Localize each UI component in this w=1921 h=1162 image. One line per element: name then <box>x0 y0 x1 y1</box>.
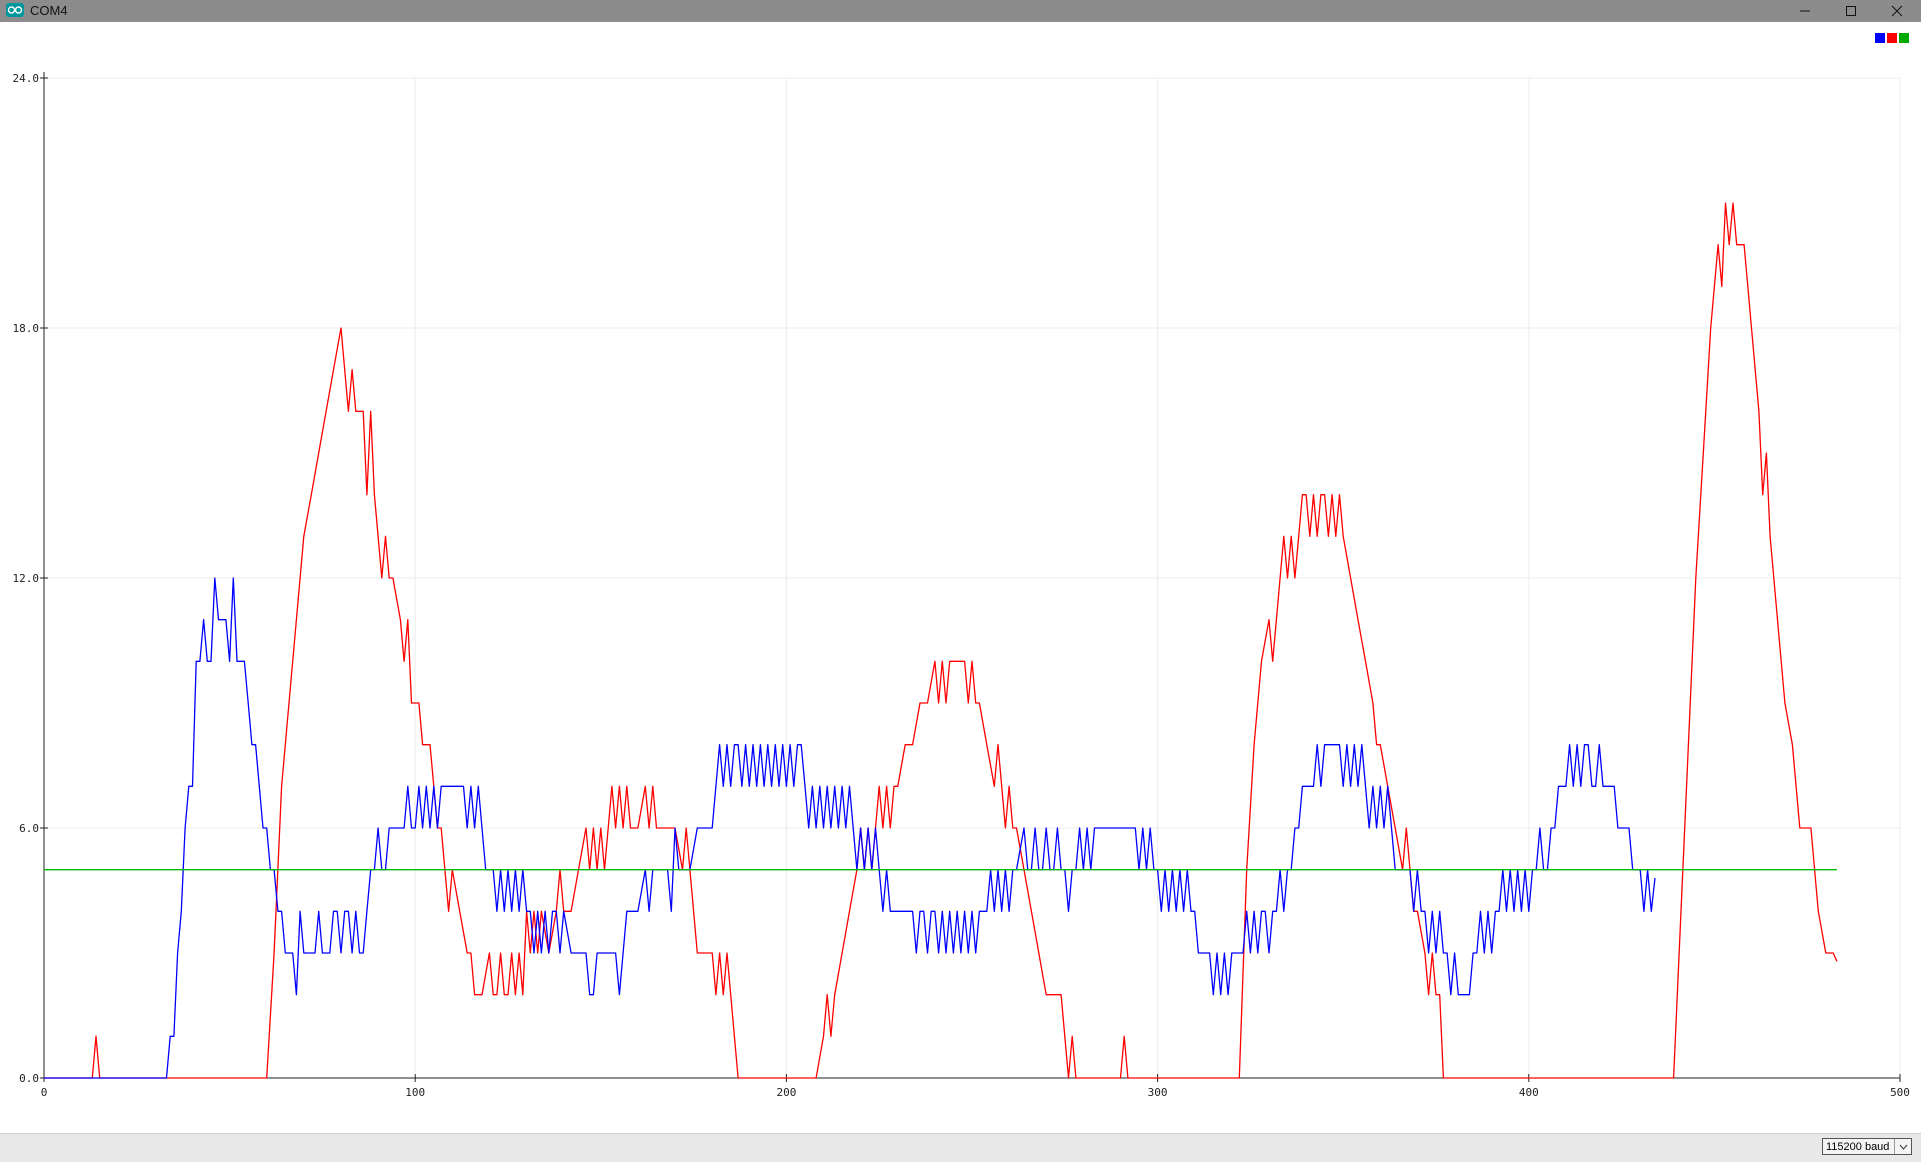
arduino-icon <box>6 3 24 17</box>
y-tick-label: 12.0 <box>13 572 40 585</box>
x-tick-label: 200 <box>776 1086 796 1099</box>
serial-plotter-chart: 0.0 6.0 12.0 18.0 24.0 0 100 200 300 400 500 <box>13 72 1910 1099</box>
status-bar <box>0 1133 1921 1162</box>
x-tick-label: 500 <box>1890 1086 1910 1099</box>
legend-swatch-series-1 <box>1875 33 1885 43</box>
close-icon <box>1891 5 1903 17</box>
baud-rate-select[interactable]: 115200 baud <box>1822 1138 1912 1155</box>
maximize-button[interactable] <box>1829 0 1873 22</box>
y-tick-label: 18.0 <box>13 322 40 335</box>
y-tick-label: 6.0 <box>19 822 39 835</box>
baud-rate-value: 115200 baud <box>1826 1140 1890 1153</box>
chart-series <box>44 202 1838 1079</box>
minimize-button[interactable] <box>1783 0 1827 22</box>
legend <box>1875 33 1909 43</box>
chevron-down-icon <box>1894 1139 1911 1154</box>
y-tick-label: 24.0 <box>13 72 40 85</box>
maximize-icon <box>1846 6 1856 16</box>
minimize-icon <box>1800 10 1810 12</box>
series-line-1 <box>44 202 1838 1079</box>
title-bar: COM4 <box>0 0 1921 22</box>
window-title: COM4 <box>30 3 68 18</box>
legend-swatch-series-2 <box>1887 33 1897 43</box>
x-tick-label: 400 <box>1519 1086 1539 1099</box>
chart-grid <box>43 77 1901 1079</box>
x-tick-label: 0 <box>41 1086 48 1099</box>
y-tick-label: 0.0 <box>19 1072 39 1085</box>
x-tick-label: 100 <box>405 1086 425 1099</box>
x-tick-label: 300 <box>1148 1086 1168 1099</box>
close-button[interactable] <box>1875 0 1919 22</box>
legend-swatch-series-3 <box>1899 33 1909 43</box>
series-line-2 <box>44 577 1656 1079</box>
